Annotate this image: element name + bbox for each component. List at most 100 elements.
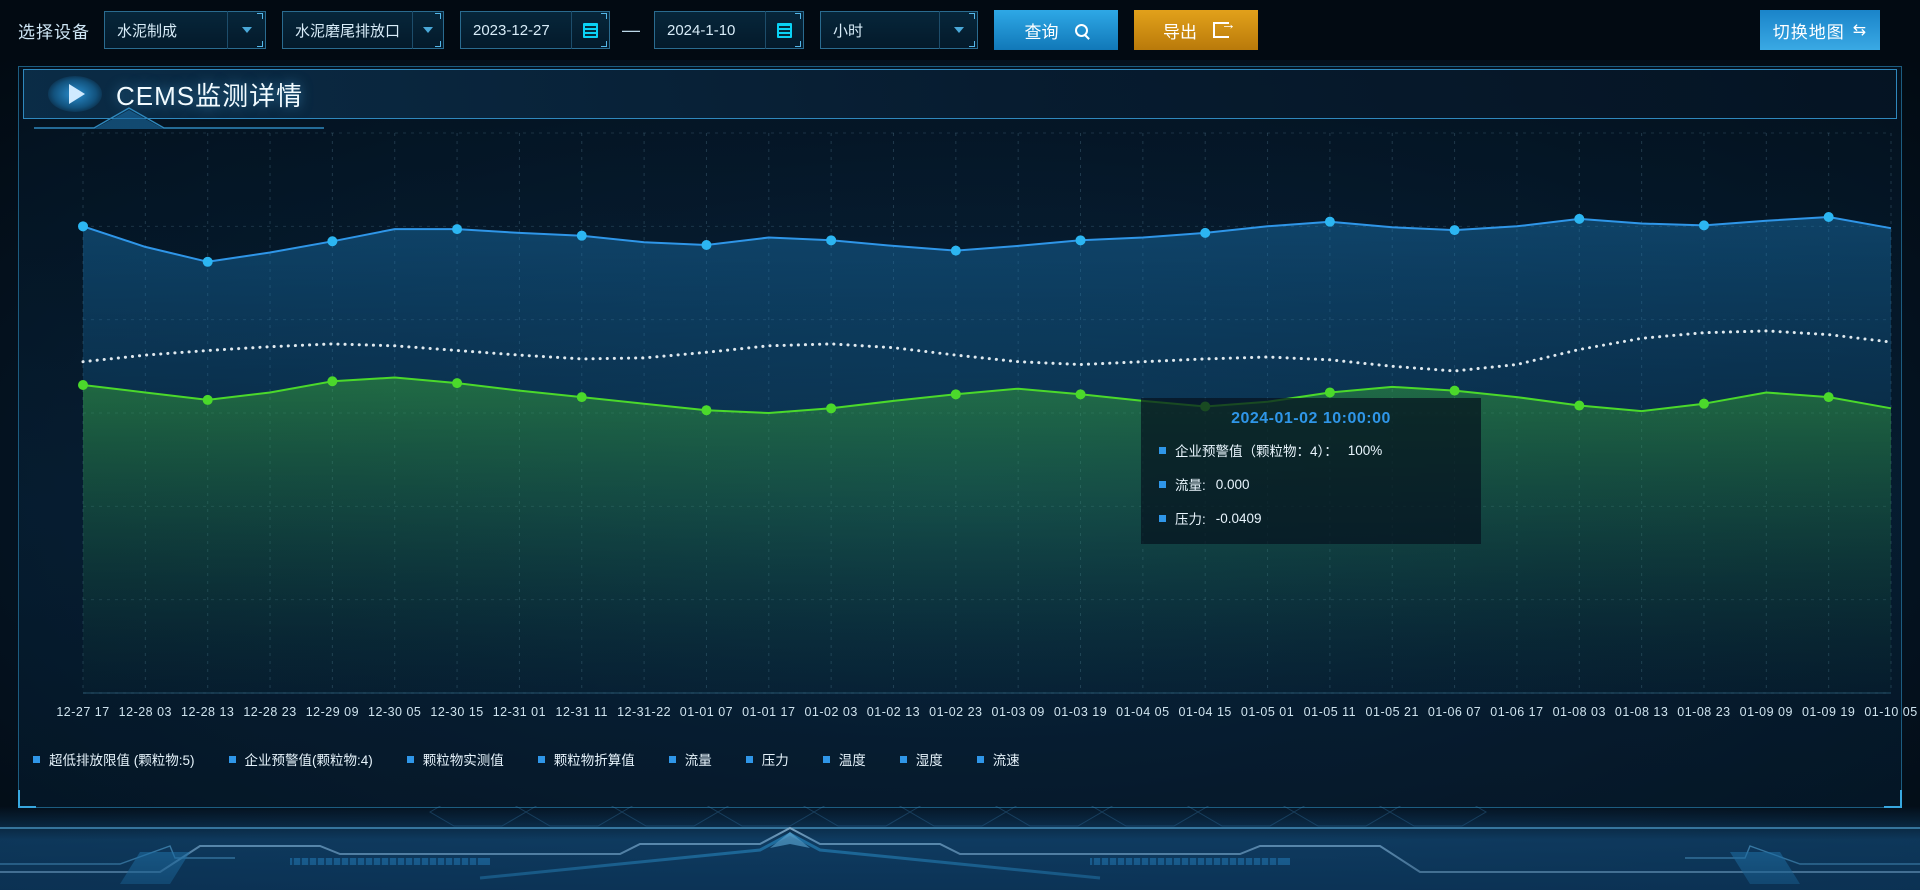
tooltip-row-value: -0.0409 xyxy=(1215,510,1262,526)
legend-color-swatch xyxy=(33,755,40,763)
legend-color-swatch xyxy=(406,755,414,763)
legend-color-swatch xyxy=(537,755,545,763)
chevron-down-icon[interactable] xyxy=(939,11,977,49)
x-axis-tick-label: 01-09 09 xyxy=(1739,705,1793,719)
tooltip-color-swatch xyxy=(1159,514,1166,522)
chart-x-axis-labels: 12-27 17 12-28 03 12-28 13 12-28 23 12-29 09… xyxy=(19,705,1917,725)
device-select-value: 水泥制成 xyxy=(117,22,178,40)
switch-map-button[interactable]: 切换地图 ⇆ xyxy=(1760,10,1880,50)
legend-item-label: 企业预警值(颗粒物:4) xyxy=(244,753,373,768)
x-axis-tick-label: 01-04 15 xyxy=(1178,705,1232,719)
tooltip-row: 压力: -0.0409 xyxy=(1141,508,1481,528)
x-axis-tick-label: 12-31 01 xyxy=(492,705,547,719)
export-icon xyxy=(1213,17,1236,38)
x-axis-tick-label: 01-08 03 xyxy=(1552,705,1606,719)
legend-item[interactable]: 压力 xyxy=(745,749,789,769)
x-axis-tick-label: 12-30 15 xyxy=(430,705,484,719)
legend-item-label: 压力 xyxy=(761,753,789,768)
chart-tooltip: 2024-01-02 10:00:00 企业预警值（颗粒物：4）： 100% 流量… xyxy=(1141,398,1481,544)
x-axis-tick-label: 01-01 17 xyxy=(742,705,796,719)
export-button-label: 导出 xyxy=(1163,22,1197,42)
legend-item-label: 温度 xyxy=(838,753,866,768)
tooltip-color-swatch xyxy=(1159,480,1166,488)
device-select-label: 选择设备 xyxy=(18,22,90,42)
x-axis-tick-label: 01-02 03 xyxy=(804,705,858,719)
x-axis-tick-label: 01-05 11 xyxy=(1303,705,1357,719)
chevron-down-icon[interactable] xyxy=(412,11,443,49)
x-axis-tick-label: 01-04 05 xyxy=(1116,705,1170,719)
tooltip-row-label: 企业预警值（颗粒物：4）： xyxy=(1175,444,1338,459)
swap-icon: ⇆ xyxy=(1852,22,1868,39)
legend-color-swatch xyxy=(822,755,830,763)
x-axis-tick-label: 01-02 13 xyxy=(866,705,921,719)
top-toolbar: 选择设备 水泥制成 水泥磨尾排放口 2023-12-27 — 2024-1-10… xyxy=(0,0,1920,60)
device-select[interactable]: 水泥制成 xyxy=(104,11,266,49)
legend-item-label: 颗粒物实测值 xyxy=(422,753,504,768)
x-axis-tick-label: 12-30 05 xyxy=(368,705,422,719)
legend-item-label: 超低排放限值 (颗粒物:5) xyxy=(49,753,195,768)
legend-item[interactable]: 温度 xyxy=(822,749,866,769)
chevron-down-icon[interactable] xyxy=(227,11,265,49)
legend-item[interactable]: 颗粒物实测值 xyxy=(406,749,504,769)
x-axis-tick-label: 01-01 07 xyxy=(679,705,734,719)
x-axis-tick-label: 01-09 19 xyxy=(1801,705,1856,719)
tooltip-title: 2024-01-02 10:00:00 xyxy=(1231,410,1391,427)
legend-item[interactable]: 颗粒物折算值 xyxy=(537,749,635,769)
cems-panel: CEMS监测详情 xyxy=(18,66,1917,809)
outlet-select[interactable]: 水泥磨尾排放口 xyxy=(282,11,444,49)
legend-item-label: 颗粒物折算值 xyxy=(553,753,635,768)
tooltip-row-label: 压力: xyxy=(1175,512,1206,527)
play-triangle-icon xyxy=(48,76,102,112)
page-title: CEMS监测详情 xyxy=(116,80,304,111)
start-date-value: 2023-12-27 xyxy=(473,21,550,39)
legend-item[interactable]: 湿度 xyxy=(899,749,943,769)
query-button[interactable]: 查询 xyxy=(994,10,1118,50)
export-button[interactable]: 导出 xyxy=(1134,10,1258,50)
legend-item[interactable]: 企业预警值(颗粒物:4) xyxy=(228,749,373,769)
calendar-icon[interactable] xyxy=(571,11,609,49)
x-axis-tick-label: 12-28 23 xyxy=(243,705,297,719)
legend-item-label: 流速 xyxy=(992,753,1020,768)
legend-color-swatch xyxy=(976,755,984,763)
legend-color-swatch xyxy=(228,755,236,763)
chart-series xyxy=(78,212,1893,693)
end-date-value: 2024-1-10 xyxy=(667,21,736,39)
footer-hex-pattern xyxy=(0,806,1920,890)
calendar-icon[interactable] xyxy=(765,11,803,49)
x-axis-tick-label: 01-10 05 xyxy=(1864,705,1918,719)
x-axis-tick-label: 12-29 09 xyxy=(305,705,360,719)
tooltip-row: 企业预警值（颗粒物：4）： 100% xyxy=(1141,440,1481,460)
legend-item[interactable]: 超低排放限值 (颗粒物:5) xyxy=(33,749,195,769)
tooltip-row: 流量: 0.000 xyxy=(1141,474,1481,494)
legend-item-label: 湿度 xyxy=(915,753,943,768)
legend-color-swatch xyxy=(668,755,676,763)
x-axis-tick-label: 01-03 19 xyxy=(1053,705,1108,719)
tooltip-rows: 企业预警值（颗粒物：4）： 100% 流量: 0.000 压力: -0.0409 xyxy=(1141,440,1481,528)
chart-area: 12-27 17 12-28 03 12-28 13 12-28 23 12-29 09… xyxy=(19,123,1917,809)
granularity-select-value: 小时 xyxy=(833,22,864,40)
x-axis-tick-label: 12-31-22 xyxy=(617,705,672,719)
granularity-select[interactable]: 小时 xyxy=(820,11,978,49)
date-range-separator: — xyxy=(622,19,640,40)
x-axis-tick-label: 01-08 13 xyxy=(1614,705,1669,719)
x-axis-tick-label: 01-02 23 xyxy=(929,705,983,719)
outlet-select-value: 水泥磨尾排放口 xyxy=(295,22,401,40)
query-button-label: 查询 xyxy=(1024,22,1059,42)
switch-map-label: 切换地图 xyxy=(1772,22,1845,42)
x-axis-tick-label: 12-28 03 xyxy=(118,705,173,719)
footer-decoration xyxy=(0,806,1920,890)
search-icon xyxy=(1074,23,1088,37)
chart-legend: 超低排放限值 (颗粒物:5) 企业预警值(颗粒物:4) 颗粒物实测值 颗粒物折算值 流量… xyxy=(33,749,1054,769)
legend-item[interactable]: 流量 xyxy=(668,749,712,769)
tooltip-row-value: 100% xyxy=(1347,442,1383,458)
tooltip-row-label: 流量: xyxy=(1175,478,1206,493)
legend-item[interactable]: 流速 xyxy=(976,749,1020,769)
start-date-input[interactable]: 2023-12-27 xyxy=(460,11,610,49)
x-axis-tick-label: 01-06 17 xyxy=(1490,705,1544,719)
legend-color-swatch xyxy=(899,755,907,763)
x-axis-tick-label: 01-05 01 xyxy=(1240,705,1295,719)
tooltip-color-swatch xyxy=(1159,446,1166,454)
tooltip-row-value: 0.000 xyxy=(1215,476,1250,492)
end-date-input[interactable]: 2024-1-10 xyxy=(654,11,804,49)
